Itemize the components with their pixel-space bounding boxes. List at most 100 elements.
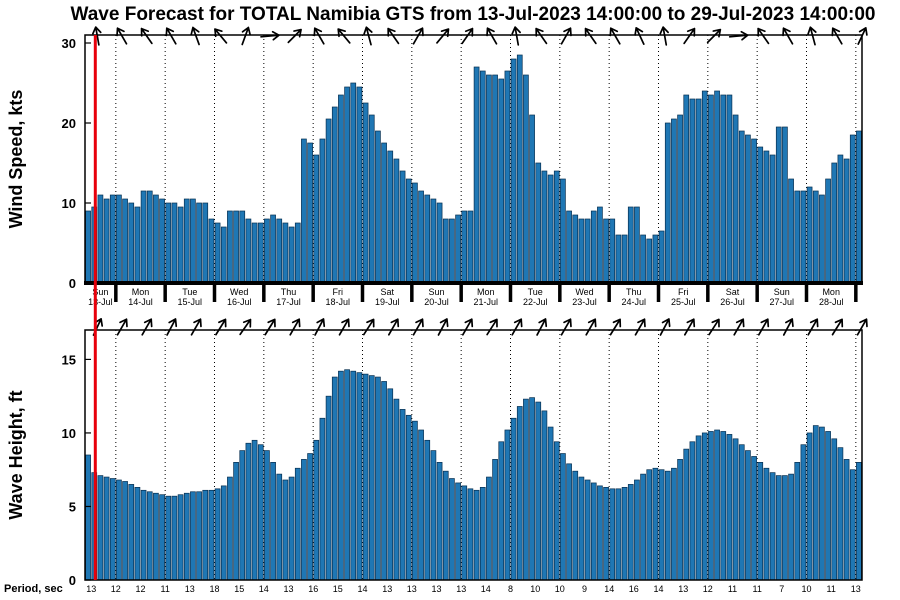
bar: [640, 234, 646, 284]
direction-arrow-icon: [260, 30, 280, 41]
direction-arrow-icon: [190, 26, 200, 46]
bar: [738, 444, 745, 581]
bar: [282, 222, 289, 284]
direction-arrow-icon: [436, 28, 450, 44]
day-boundary-tick: [607, 284, 611, 302]
bar: [757, 462, 764, 581]
bar: [658, 230, 665, 284]
period-value: 15: [333, 584, 343, 594]
bar: [436, 462, 443, 581]
bar: [344, 86, 350, 284]
bar: [794, 462, 801, 581]
wave-height-direction-arrows: [92, 317, 868, 337]
direction-arrow-icon: [387, 318, 400, 336]
bar: [159, 494, 165, 581]
bar: [338, 94, 344, 284]
direction-arrow-icon: [141, 318, 153, 336]
day-weekday-label: Thu: [281, 287, 297, 297]
period-row: 13 12 12 11 13 18 15 14 13 16 15 14 13 13 13 13 14 8 10 10 9…: [86, 584, 861, 594]
day-weekday-label: Sat: [380, 287, 394, 297]
day-date-label: 23-Jul: [572, 297, 597, 307]
direction-arrow-icon: [486, 27, 498, 45]
day-boundary-tick: [163, 284, 167, 302]
bar: [461, 485, 468, 581]
bar: [492, 459, 498, 581]
bar: [424, 194, 431, 284]
period-value: 12: [111, 584, 121, 594]
bar: [319, 417, 326, 581]
direction-arrow-icon: [683, 27, 696, 45]
bar: [245, 218, 252, 284]
bar: [331, 106, 338, 284]
bar: [331, 376, 338, 581]
period-value: 16: [308, 584, 318, 594]
direction-arrow-icon: [190, 318, 202, 336]
wind-speed-bars: [85, 54, 862, 284]
bar: [788, 178, 794, 284]
day-boundary-tick: [459, 284, 463, 302]
wave-height-gridlines: [115, 330, 857, 580]
bar: [794, 190, 801, 284]
bar: [763, 467, 770, 581]
bar: [492, 74, 498, 284]
day-boundary-tick: [114, 284, 118, 302]
bar: [257, 444, 264, 581]
bar: [486, 476, 492, 581]
bar: [251, 439, 258, 581]
direction-arrow-icon: [757, 318, 770, 336]
bar: [806, 186, 813, 284]
bar: [473, 489, 480, 581]
day-weekday-label: Fri: [333, 287, 344, 297]
direction-arrow-icon: [706, 28, 722, 44]
period-value: 14: [259, 584, 269, 594]
bar: [849, 469, 856, 581]
direction-arrow-icon: [733, 318, 745, 336]
bar: [399, 170, 406, 284]
day-weekday-label: Sat: [726, 287, 740, 297]
bar: [442, 218, 449, 284]
bar: [541, 410, 548, 581]
bar: [412, 420, 418, 581]
bar: [831, 162, 838, 284]
direction-arrow-icon: [634, 318, 646, 336]
bar: [313, 154, 320, 284]
bar: [856, 130, 862, 284]
direction-arrow-icon: [239, 318, 252, 336]
bar: [387, 388, 394, 581]
bar: [233, 462, 239, 581]
bar: [646, 238, 653, 284]
bar: [788, 473, 794, 581]
bar: [578, 476, 585, 581]
direction-arrow-icon: [757, 27, 770, 45]
bar: [128, 202, 135, 284]
bar: [313, 439, 320, 581]
direction-arrow-icon: [536, 318, 548, 336]
bar: [214, 222, 221, 284]
bar: [399, 409, 406, 581]
bar: [109, 194, 116, 284]
bar: [227, 476, 233, 581]
bar: [695, 98, 702, 284]
bar: [436, 202, 443, 284]
bar: [153, 194, 159, 284]
direction-arrow-icon: [708, 318, 720, 336]
bar: [122, 198, 128, 284]
direction-arrow-icon: [91, 26, 102, 46]
bar: [516, 54, 523, 284]
day-weekday-label: Wed: [230, 287, 248, 297]
period-value: 14: [357, 584, 367, 594]
bar: [498, 78, 505, 284]
bar: [732, 114, 739, 284]
bar: [208, 489, 215, 581]
bar: [294, 467, 301, 581]
bar: [479, 487, 486, 581]
bar: [504, 429, 511, 581]
day-weekday-label: Sun: [428, 287, 444, 297]
bar: [196, 491, 202, 581]
bar: [449, 478, 455, 581]
bar: [134, 206, 141, 284]
direction-arrow-icon: [585, 318, 597, 336]
bar: [775, 475, 782, 581]
bar: [183, 492, 190, 581]
